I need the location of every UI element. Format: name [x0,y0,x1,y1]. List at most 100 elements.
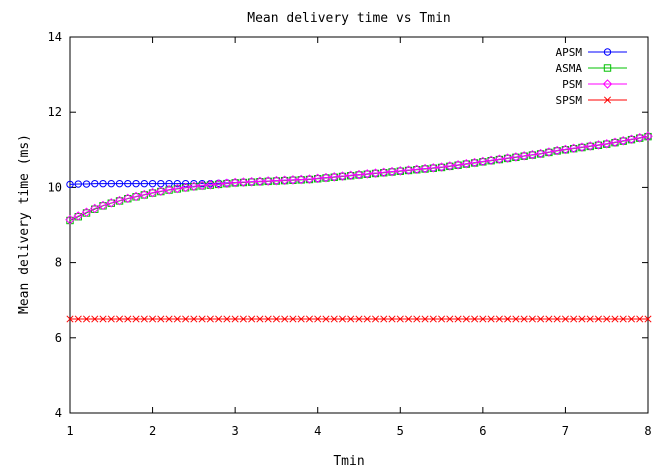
data-point [520,315,528,323]
data-point [246,177,257,187]
legend-marker [603,64,612,72]
data-point [66,315,74,323]
data-point [644,315,652,323]
data-point [98,200,108,211]
legend-marker [603,48,612,56]
data-point [173,315,181,323]
plot-frame [69,36,649,414]
data-point [124,179,132,188]
data-point [486,155,496,166]
data-point [173,179,182,188]
data-point [603,315,611,323]
data-point [403,165,414,175]
data-point [413,315,421,323]
data-point [643,131,653,141]
data-point [99,315,107,323]
data-point [469,157,480,168]
data-point [74,180,82,188]
data-point [446,315,454,323]
data-point [519,151,529,161]
data-point [305,315,314,323]
data-point [627,315,636,323]
y-tick-label: 6 [55,331,62,345]
data-point [379,167,389,178]
data-point [263,176,273,186]
data-point [504,315,512,323]
data-point [107,315,115,323]
data-point [264,315,272,323]
legend-label: PSM [562,78,582,91]
x-axis-title: Tmin [333,454,364,469]
data-point [602,139,612,149]
data-point [553,315,561,323]
legend-item: APSM [556,46,627,59]
data-point [461,159,472,169]
data-point [115,179,124,188]
data-point [586,315,594,323]
data-point [636,315,644,323]
legend-marker [602,79,613,89]
data-point [412,164,422,175]
data-point [355,315,363,323]
data-point [453,160,463,170]
data-point [272,315,280,323]
data-point [387,166,397,177]
data-point [206,315,214,323]
data-point [90,203,100,214]
data-point [314,315,322,323]
data-point [66,180,74,189]
x-tick-label: 6 [479,424,486,438]
legend-label: SPSM [556,94,583,107]
data-point [471,315,479,323]
data-point [165,315,173,323]
data-point [139,189,150,200]
data-point [347,315,355,323]
data-point [91,315,99,323]
data-point [213,179,224,189]
data-point [527,149,538,160]
data-point [149,315,157,323]
data-point [568,143,579,154]
x-tick-label: 2 [149,424,156,438]
data-point [322,315,330,323]
data-point [197,180,207,191]
data-point [148,179,157,188]
data-point [156,186,166,196]
data-point [271,175,282,186]
data-point [238,177,249,187]
data-point [611,315,619,323]
data-point [157,315,165,323]
data-point [74,315,82,323]
data-point [91,179,99,188]
x-tick-label: 1 [66,424,73,438]
data-point [215,315,223,323]
data-point [123,193,133,204]
y-tick-label: 8 [55,256,62,270]
data-point [593,140,604,150]
legend-item: SPSM [556,94,627,107]
data-point [256,315,264,323]
data-point [512,315,520,323]
data-point [222,178,232,188]
data-point [436,162,447,172]
data-point [428,163,439,173]
data-point [421,315,429,323]
x-tick-label: 8 [644,424,651,438]
data-point [479,315,487,323]
data-point [438,315,446,323]
data-point [99,179,107,188]
data-point [487,315,495,323]
y-tick-label: 4 [55,406,62,420]
data-point [346,170,356,181]
data-point [289,315,297,323]
data-point [545,315,553,323]
data-point [255,176,265,187]
data-point [619,315,627,323]
series-psm [65,131,653,225]
data-point [296,174,306,185]
data-point [362,169,372,179]
legend-item: PSM [562,78,627,91]
data-point [198,315,206,323]
